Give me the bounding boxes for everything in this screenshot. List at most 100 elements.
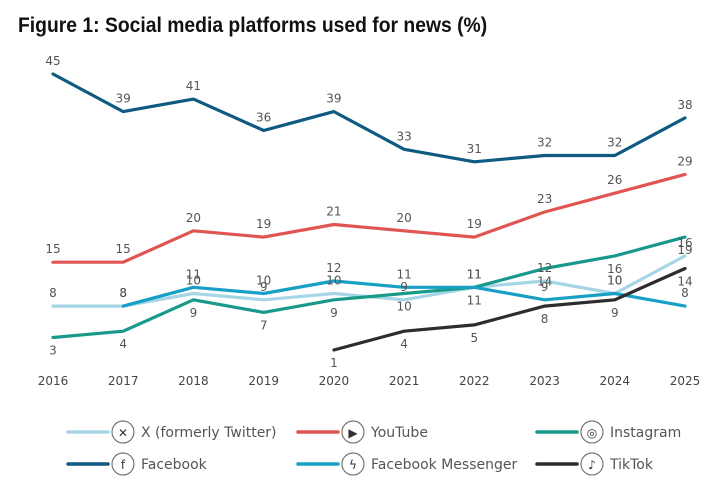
data-label-instagram: 16: [607, 262, 622, 276]
data-label-facebook: 31: [467, 142, 482, 156]
x-tick-label: 2021: [389, 374, 420, 388]
svg-text:◎: ◎: [587, 426, 597, 440]
legend-label: Facebook Messenger: [371, 457, 517, 473]
data-label-facebook-messenger: 11: [396, 267, 411, 281]
data-label-instagram: 9: [330, 306, 338, 320]
data-label-tiktok: 4: [400, 337, 408, 351]
data-label-youtube: 20: [396, 211, 411, 225]
data-label-youtube: 19: [467, 217, 482, 231]
series-line-instagram: [51, 235, 687, 340]
data-label-x-formerly-twitter: 11: [467, 267, 482, 281]
series-line-facebook: [51, 72, 687, 164]
x-tick-label: 2016: [38, 374, 69, 388]
data-label-youtube: 26: [607, 173, 622, 187]
data-label-instagram: 3: [49, 344, 57, 358]
x-tick-label: 2019: [248, 374, 279, 388]
facebook-logo-icon: f: [111, 452, 135, 476]
data-label-x-formerly-twitter: 10: [186, 274, 201, 288]
data-label-x-formerly-twitter: 8: [119, 286, 127, 300]
x-axis-ticks: 2016 2017 2018 2019 2020 2021 2022 2023 2024 2025: [38, 374, 701, 388]
tiktok-logo-icon: ♪: [580, 452, 604, 476]
x-tick-label: 2022: [459, 374, 490, 388]
legend-label: X (formerly Twitter): [141, 425, 277, 441]
series-layer: [51, 72, 687, 352]
data-label-facebook-messenger: 11: [186, 267, 201, 281]
legend-label: TikTok: [609, 457, 654, 473]
svg-text:▶: ▶: [348, 426, 358, 440]
svg-text:f: f: [121, 458, 126, 472]
data-label-youtube: 20: [186, 211, 201, 225]
instagram-logo-icon: ◎: [580, 420, 604, 444]
youtube-logo-icon: ▶: [341, 420, 365, 444]
data-label-tiktok: 1: [330, 356, 338, 370]
legend: ✕ X (formerly Twitter) ▶ YouTube ◎ Instagram f…: [66, 420, 681, 476]
data-label-facebook: 45: [45, 54, 60, 68]
data-label-youtube: 23: [537, 192, 552, 206]
data-label-x-formerly-twitter: 10: [607, 274, 622, 288]
data-label-facebook: 38: [677, 98, 692, 112]
data-label-facebook: 39: [116, 92, 131, 106]
data-label-facebook-messenger: 8: [119, 286, 127, 300]
data-label-facebook-messenger: 12: [326, 261, 341, 275]
data-label-youtube: 15: [116, 242, 131, 256]
data-label-facebook-messenger: 11: [467, 267, 482, 281]
data-label-x-formerly-twitter: 8: [49, 286, 57, 300]
svg-text:♪: ♪: [588, 458, 596, 472]
series-line-youtube: [51, 172, 687, 264]
legend-item-facebook-messenger: ϟ Facebook Messenger: [296, 452, 517, 476]
data-label-tiktok: 5: [470, 331, 478, 345]
x-tick-label: 2020: [319, 374, 350, 388]
data-label-tiktok: 8: [541, 312, 549, 326]
data-label-instagram: 4: [119, 337, 127, 351]
data-label-instagram: 14: [537, 275, 552, 289]
svg-text:ϟ: ϟ: [349, 458, 357, 472]
x-tick-label: 2017: [108, 374, 139, 388]
data-label-instagram: 10: [396, 300, 411, 314]
data-label-x-formerly-twitter: 9: [260, 280, 268, 294]
data-label-x-formerly-twitter: 12: [537, 261, 552, 275]
data-label-facebook: 32: [537, 136, 552, 150]
legend-item-instagram: ◎ Instagram: [535, 420, 681, 444]
data-label-instagram: 19: [677, 243, 692, 257]
data-label-facebook-messenger: 8: [681, 286, 689, 300]
svg-text:✕: ✕: [118, 426, 128, 440]
data-label-facebook-messenger: 10: [256, 274, 271, 288]
data-label-facebook: 32: [607, 136, 622, 150]
data-label-instagram: 7: [260, 318, 268, 332]
legend-item-youtube: ▶ YouTube: [296, 420, 428, 444]
data-label-facebook-messenger: 9: [541, 280, 549, 294]
series-line-facebook-messenger: [121, 279, 687, 308]
x-tick-label: 2024: [600, 374, 631, 388]
data-label-facebook: 41: [186, 79, 201, 93]
legend-label: YouTube: [370, 425, 428, 441]
x-tick-label: 2025: [670, 374, 701, 388]
data-label-x-formerly-twitter: 16: [677, 236, 692, 250]
data-label-instagram: 11: [467, 293, 482, 307]
x-logo-icon: ✕: [111, 420, 135, 444]
series-line-tiktok: [332, 266, 687, 352]
data-label-facebook: 39: [326, 92, 341, 106]
data-label-youtube: 29: [677, 154, 692, 168]
data-label-facebook-messenger: 10: [607, 274, 622, 288]
x-tick-label: 2018: [178, 374, 209, 388]
data-label-youtube: 19: [256, 217, 271, 231]
legend-label: Instagram: [610, 425, 681, 441]
legend-item-x-formerly-twitter: ✕ X (formerly Twitter): [66, 420, 277, 444]
data-label-youtube: 21: [326, 205, 341, 219]
legend-item-tiktok: ♪ TikTok: [535, 452, 654, 476]
data-label-facebook: 36: [256, 111, 271, 125]
data-label-tiktok: 9: [611, 306, 619, 320]
legend-item-facebook: f Facebook: [66, 452, 208, 476]
x-tick-label: 2023: [529, 374, 560, 388]
legend-label: Facebook: [141, 457, 208, 473]
messenger-logo-icon: ϟ: [341, 452, 365, 476]
data-label-x-formerly-twitter: 10: [326, 274, 341, 288]
chart-title: Figure 1: Social media platforms used fo…: [18, 14, 488, 37]
data-label-x-formerly-twitter: 9: [400, 280, 408, 294]
data-label-tiktok: 14: [677, 275, 692, 289]
data-label-instagram: 9: [190, 306, 198, 320]
data-label-facebook: 33: [396, 129, 411, 143]
data-label-youtube: 15: [45, 242, 60, 256]
